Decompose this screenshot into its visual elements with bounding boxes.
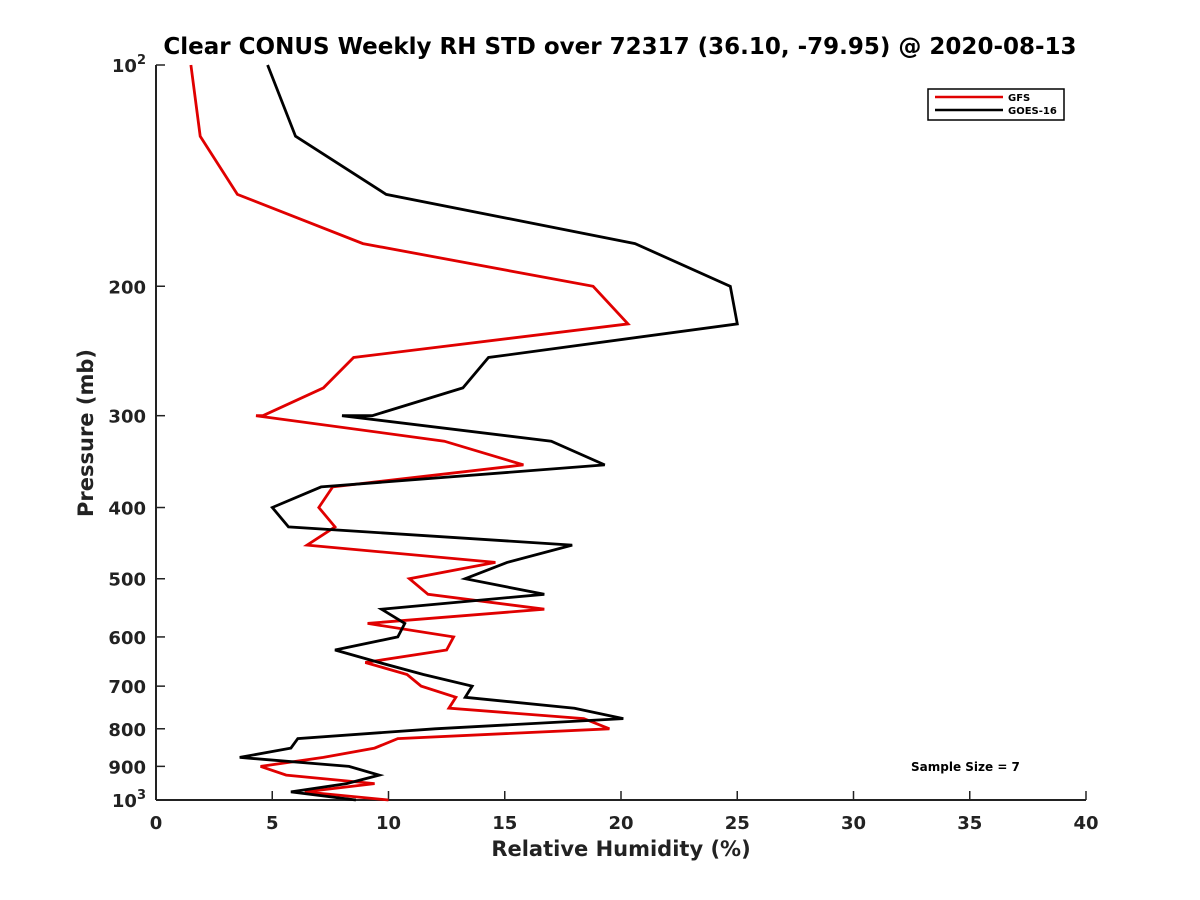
chart-title: Clear CONUS Weekly RH STD over 72317 (36… [163,34,1076,60]
x-tick-label: 35 [957,813,982,834]
legend-label-goes16: GOES-16 [1008,106,1057,117]
series-line-gfs [189,64,631,802]
x-tick-label: 0 [150,813,163,834]
x-tick-label: 30 [841,813,866,834]
y-tick-label: 300 [108,407,146,428]
x-tick-label: 5 [266,813,279,834]
plot-area [156,65,1086,800]
y-tick-label: 700 [108,677,146,698]
legend-box [927,88,1065,121]
y-tick-label: 600 [108,628,146,649]
y-tick-label: 500 [108,570,146,591]
series-line-goes16 [239,64,739,802]
x-axis-ticks: 0 5 10 15 20 25 30 35 40 [150,791,1099,834]
y-axis-label: Pressure (mb) [74,349,98,517]
legend: GFS GOES-16 [927,88,1065,121]
y-tick-label: 400 [108,499,146,520]
y-tick-label: 900 [108,757,146,778]
x-tick-label: 10 [376,813,401,834]
sample-size-annotation: Sample Size = 7 [911,760,1020,774]
legend-label-gfs: GFS [1008,93,1030,104]
x-tick-label: 15 [492,813,517,834]
x-tick-label: 40 [1073,813,1098,834]
y-tick-label: 200 [108,277,146,298]
x-axis-label: Relative Humidity (%) [491,837,750,861]
x-tick-label: 20 [608,813,633,834]
series-layer [189,64,739,802]
y-tick-label: 800 [108,720,146,741]
x-tick-label: 25 [725,813,750,834]
